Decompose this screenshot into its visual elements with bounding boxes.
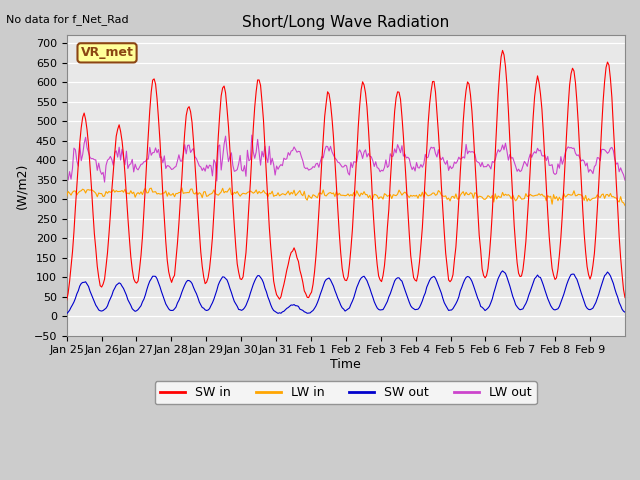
Y-axis label: (W/m2): (W/m2) xyxy=(15,162,28,209)
X-axis label: Time: Time xyxy=(330,358,361,371)
Text: VR_met: VR_met xyxy=(81,47,134,60)
Legend: SW in, LW in, SW out, LW out: SW in, LW in, SW out, LW out xyxy=(155,382,537,405)
Title: Short/Long Wave Radiation: Short/Long Wave Radiation xyxy=(242,15,449,30)
Text: No data for f_Net_Rad: No data for f_Net_Rad xyxy=(6,14,129,25)
